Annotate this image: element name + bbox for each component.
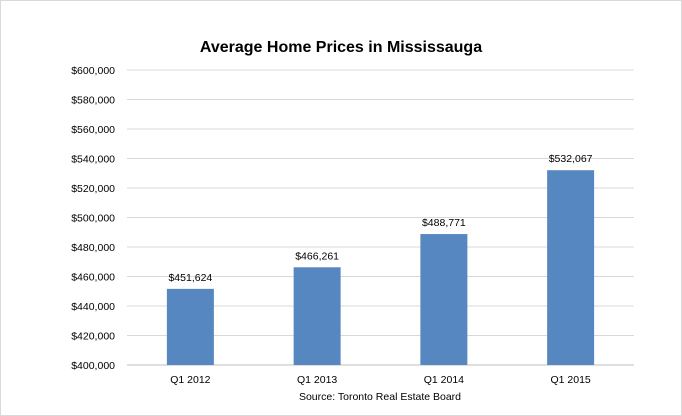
bars [166, 170, 595, 365]
y-tick-label: $600,000 [71, 65, 115, 77]
data-label: $466,261 [295, 250, 339, 262]
bar [420, 234, 468, 365]
x-axis-ticks: Q1 2012 Q1 2013 Q1 2014 Q1 2015 [170, 374, 591, 386]
y-tick-label: $560,000 [71, 124, 115, 136]
y-tick-label: $520,000 [71, 183, 115, 195]
data-labels: $451,624 $466,261 $488,771 $532,067 [168, 153, 592, 284]
y-tick-label: $500,000 [71, 213, 115, 225]
bar [293, 267, 341, 365]
y-axis-ticks: $400,000 $420,000 $440,000 $460,000 $480,000… [71, 65, 115, 372]
y-tick-label: $580,000 [71, 95, 115, 107]
data-label: $451,624 [168, 272, 212, 284]
x-tick-label: Q1 2014 [424, 374, 464, 386]
y-tick-label: $440,000 [71, 301, 115, 313]
y-tick-label: $460,000 [71, 272, 115, 284]
data-label: $532,067 [549, 153, 593, 165]
x-tick-label: Q1 2013 [297, 374, 337, 386]
y-tick-label: $400,000 [71, 360, 115, 372]
bar [547, 170, 595, 365]
data-label: $488,771 [422, 217, 466, 229]
y-tick-label: $540,000 [71, 154, 115, 166]
x-tick-label: Q1 2015 [550, 374, 590, 386]
y-tick-label: $420,000 [71, 331, 115, 343]
y-tick-label: $480,000 [71, 242, 115, 254]
chart-title: Average Home Prices in Mississauga [200, 39, 482, 56]
x-axis-label-source: Source: Toronto Real Estate Board [299, 391, 461, 403]
x-tick-label: Q1 2012 [170, 374, 210, 386]
bar [166, 288, 214, 365]
